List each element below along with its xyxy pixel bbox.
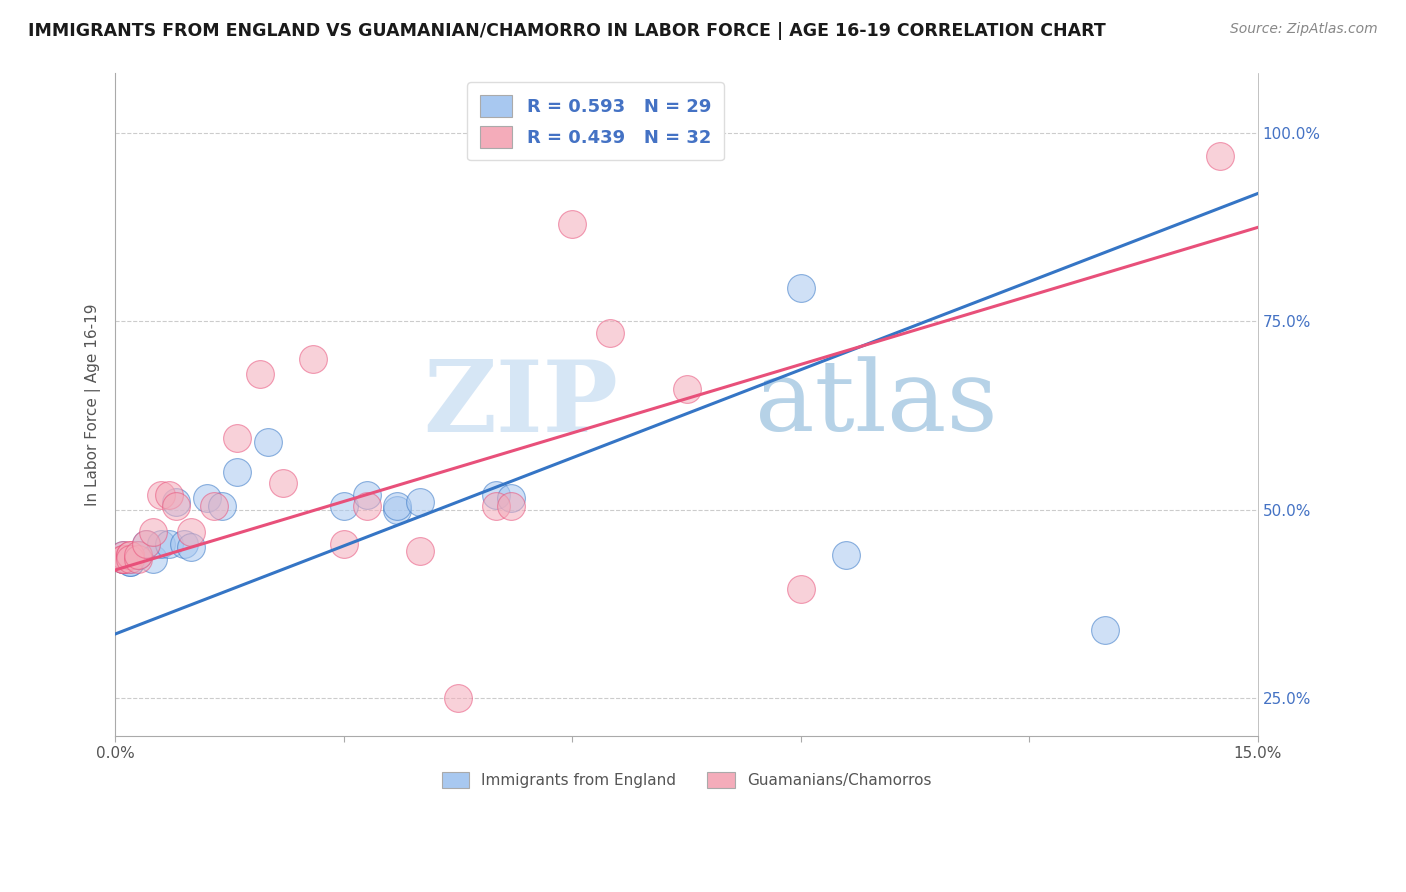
- Point: [127, 551, 149, 566]
- Point: [501, 491, 523, 506]
- Point: [447, 691, 470, 706]
- Point: [111, 551, 134, 566]
- Point: [120, 548, 142, 562]
- Point: [120, 548, 142, 562]
- Text: ZIP: ZIP: [423, 356, 619, 453]
- Point: [111, 551, 134, 566]
- Point: [485, 499, 508, 513]
- Point: [356, 499, 378, 513]
- Point: [120, 551, 142, 566]
- Point: [157, 488, 180, 502]
- Point: [256, 434, 278, 449]
- Point: [111, 548, 134, 562]
- Point: [409, 544, 432, 558]
- Point: [127, 548, 149, 562]
- Point: [135, 536, 157, 550]
- Point: [501, 499, 523, 513]
- Point: [980, 747, 1002, 762]
- Point: [835, 548, 858, 562]
- Point: [226, 431, 249, 445]
- Point: [302, 352, 325, 367]
- Point: [271, 476, 294, 491]
- Point: [356, 488, 378, 502]
- Point: [249, 368, 271, 382]
- Point: [173, 536, 195, 550]
- Point: [332, 536, 354, 550]
- Y-axis label: In Labor Force | Age 16-19: In Labor Force | Age 16-19: [86, 303, 101, 506]
- Point: [165, 495, 187, 509]
- Legend: Immigrants from England, Guamanians/Chamorros: Immigrants from England, Guamanians/Cham…: [436, 766, 938, 794]
- Point: [120, 556, 142, 570]
- Point: [142, 525, 165, 540]
- Point: [149, 536, 172, 550]
- Point: [135, 536, 157, 550]
- Point: [120, 551, 142, 566]
- Point: [226, 465, 249, 479]
- Point: [385, 499, 408, 513]
- Point: [142, 551, 165, 566]
- Text: IMMIGRANTS FROM ENGLAND VS GUAMANIAN/CHAMORRO IN LABOR FORCE | AGE 16-19 CORRELA: IMMIGRANTS FROM ENGLAND VS GUAMANIAN/CHA…: [28, 22, 1107, 40]
- Point: [790, 582, 813, 596]
- Point: [561, 217, 583, 231]
- Point: [195, 491, 218, 506]
- Point: [120, 556, 142, 570]
- Point: [127, 548, 149, 562]
- Point: [485, 488, 508, 502]
- Point: [332, 499, 354, 513]
- Point: [202, 499, 225, 513]
- Point: [790, 280, 813, 294]
- Point: [111, 548, 134, 562]
- Point: [149, 488, 172, 502]
- Point: [409, 495, 432, 509]
- Point: [211, 499, 233, 513]
- Point: [111, 551, 134, 566]
- Point: [111, 551, 134, 566]
- Point: [165, 499, 187, 513]
- Text: atlas: atlas: [755, 357, 998, 452]
- Point: [1209, 149, 1232, 163]
- Point: [111, 551, 134, 566]
- Point: [385, 502, 408, 516]
- Point: [675, 382, 697, 396]
- Point: [127, 548, 149, 562]
- Point: [180, 525, 202, 540]
- Point: [599, 326, 621, 340]
- Point: [157, 536, 180, 550]
- Point: [1094, 624, 1116, 638]
- Text: Source: ZipAtlas.com: Source: ZipAtlas.com: [1230, 22, 1378, 37]
- Point: [180, 541, 202, 555]
